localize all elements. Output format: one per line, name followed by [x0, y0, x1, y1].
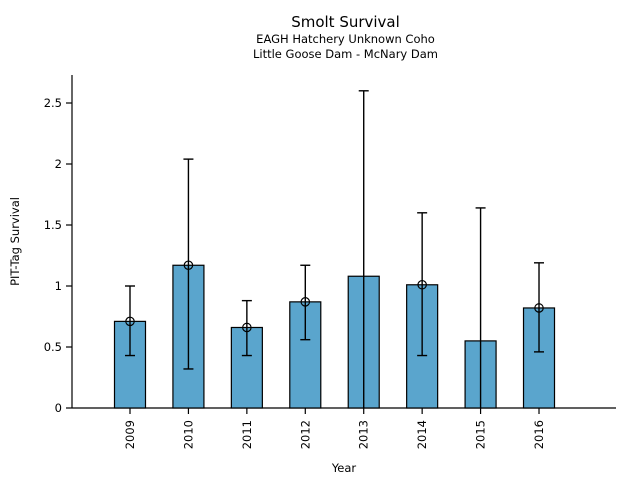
x-tick-label: 2009: [123, 420, 137, 449]
y-tick-label: 2.5: [44, 96, 62, 110]
x-axis-label: Year: [331, 461, 357, 475]
y-tick-label: 1: [55, 279, 62, 293]
chart-subtitle-line2: Little Goose Dam - McNary Dam: [252, 47, 438, 61]
point-marker-2016: [534, 303, 544, 313]
point-marker-2014: [417, 279, 427, 290]
x-tick-label: 2011: [240, 420, 254, 449]
chart-subtitle-line1: EAGH Hatchery Unknown Coho: [256, 32, 435, 46]
chart-title: Smolt Survival: [291, 13, 400, 31]
x-tick-label: 2014: [415, 420, 429, 449]
y-tick-label: 2: [55, 157, 62, 171]
x-tick-label: 2016: [532, 420, 546, 449]
point-marker-2012: [300, 297, 311, 307]
point-marker-2010: [183, 260, 194, 271]
y-tick-label: 0: [55, 401, 62, 415]
point-marker-2009: [125, 316, 135, 327]
y-tick-label: 0.5: [44, 340, 62, 354]
x-tick-label: 2015: [474, 420, 488, 449]
point-marker-2011: [242, 322, 252, 333]
x-tick-label: 2013: [357, 420, 371, 449]
x-tick-label: 2012: [298, 420, 312, 449]
y-tick-label: 1.5: [44, 218, 62, 232]
chart-header: Smolt Survival EAGH Hatchery Unknown Coh…: [51, 13, 640, 62]
y-axis-label: PIT-Tag Survival: [8, 197, 22, 286]
x-tick-label: 2010: [181, 420, 195, 449]
